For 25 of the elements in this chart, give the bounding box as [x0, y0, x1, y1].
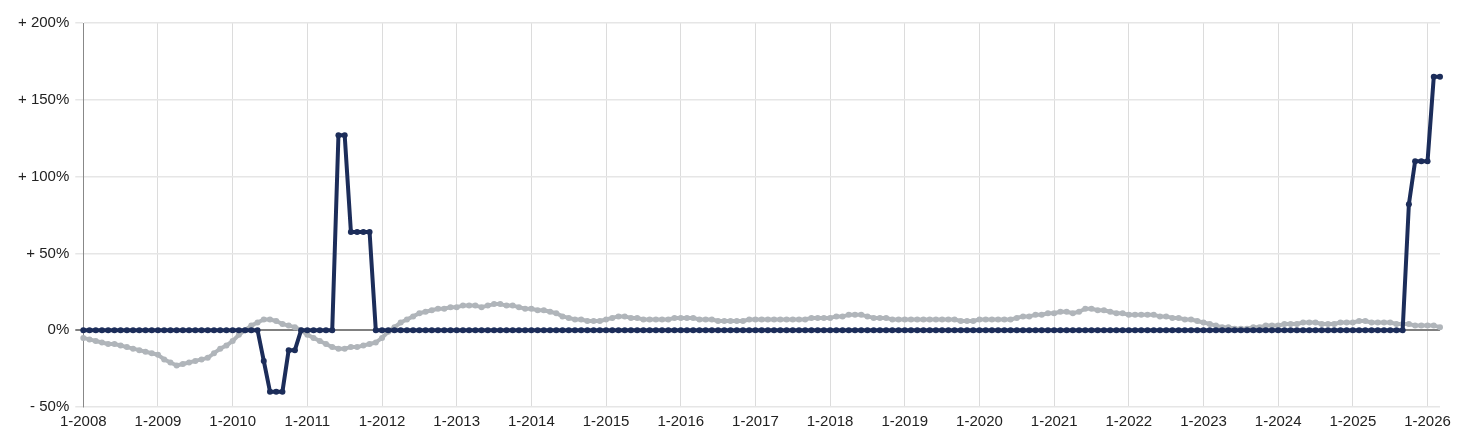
x-tick-label: 1-2020: [956, 412, 1003, 430]
x-tick-label: 1-2014: [508, 412, 555, 430]
x-tick-label: 1-2013: [433, 412, 481, 430]
x-tick-label: 1-2021: [1030, 412, 1078, 430]
x-tick-label: 1-2018: [806, 412, 854, 430]
y-tick-label: + 200%: [17, 13, 70, 31]
x-tick-label: 1-2009: [134, 412, 182, 430]
x-tick-label: 1-2011: [284, 412, 331, 430]
x-tick-label: 1-2016: [657, 412, 705, 430]
x-tick-label: 1-2017: [732, 412, 779, 430]
x-tick-label: 1-2015: [582, 412, 630, 430]
x-tick-label: 1-2008: [59, 412, 107, 430]
y-tick-label: 0%: [47, 320, 70, 338]
x-tick-label: 1-2010: [209, 412, 257, 430]
y-tick-label: - 50%: [30, 397, 70, 415]
x-tick-label: 1-2019: [881, 412, 929, 430]
x-tick-label: 1-2012: [358, 412, 406, 430]
x-tick-label: 1-2024: [1254, 412, 1302, 430]
x-tick-label: 1-2023: [1180, 412, 1227, 430]
x-tick-label: 1-2025: [1329, 412, 1377, 430]
y-tick-label: + 150%: [17, 89, 70, 107]
y-tick-label: + 50%: [26, 243, 70, 261]
x-tick-label: 1-2026: [1404, 412, 1451, 430]
y-tick-label: + 100%: [17, 166, 70, 184]
x-tick-label: 1-2022: [1105, 412, 1153, 430]
